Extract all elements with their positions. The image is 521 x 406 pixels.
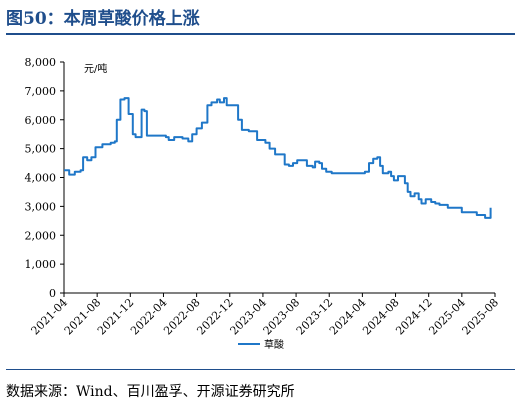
y-tick-label: 5,000: [25, 143, 57, 156]
y-axis-ticks: 0 1,000 2,000 3,000 4,000 5,000 6,000 7,000 8,00…: [25, 56, 64, 300]
y-tick-label: 6,000: [25, 114, 57, 127]
series-group: [64, 97, 492, 219]
legend-label: 草酸: [264, 338, 284, 351]
chart-title: 图50：本周草酸价格上涨: [6, 9, 200, 29]
y-tick-label: 4,000: [25, 172, 57, 185]
y-tick-label: 2,000: [25, 229, 57, 242]
y-axis-unit: 元/吨: [84, 62, 107, 75]
y-tick-label: 8,000: [25, 56, 57, 69]
y-tick-label: 1,000: [25, 258, 57, 271]
x-axis-ticks: 2021-042021-082021-122022-042022-082022-…: [29, 293, 502, 338]
legend: 草酸: [238, 338, 284, 351]
y-tick-label: 3,000: [25, 200, 57, 213]
chart-axes: [63, 62, 495, 294]
footer-divider: [6, 369, 515, 370]
series-line: [64, 97, 492, 219]
x-tick-label: 2025-08: [460, 296, 502, 338]
y-tick-label: 0: [49, 287, 56, 300]
y-tick-label: 7,000: [25, 85, 57, 98]
data-source: 数据来源：Wind、百川盈孚、开源证券研究所: [6, 384, 295, 400]
title-divider: [6, 33, 515, 35]
